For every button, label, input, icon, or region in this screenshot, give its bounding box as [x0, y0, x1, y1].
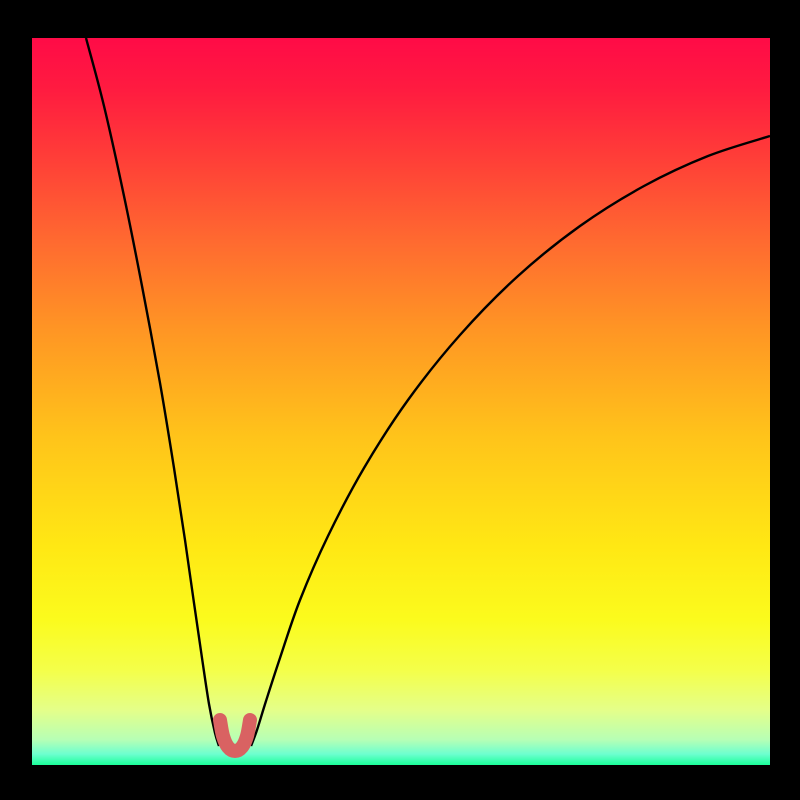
border-top-left — [0, 0, 800, 38]
chart-plot-area — [32, 38, 770, 765]
chart-svg — [32, 38, 770, 765]
border-bottom — [0, 765, 800, 800]
border-left — [0, 0, 32, 800]
border-right — [770, 0, 800, 800]
chart-background-gradient — [32, 38, 770, 765]
